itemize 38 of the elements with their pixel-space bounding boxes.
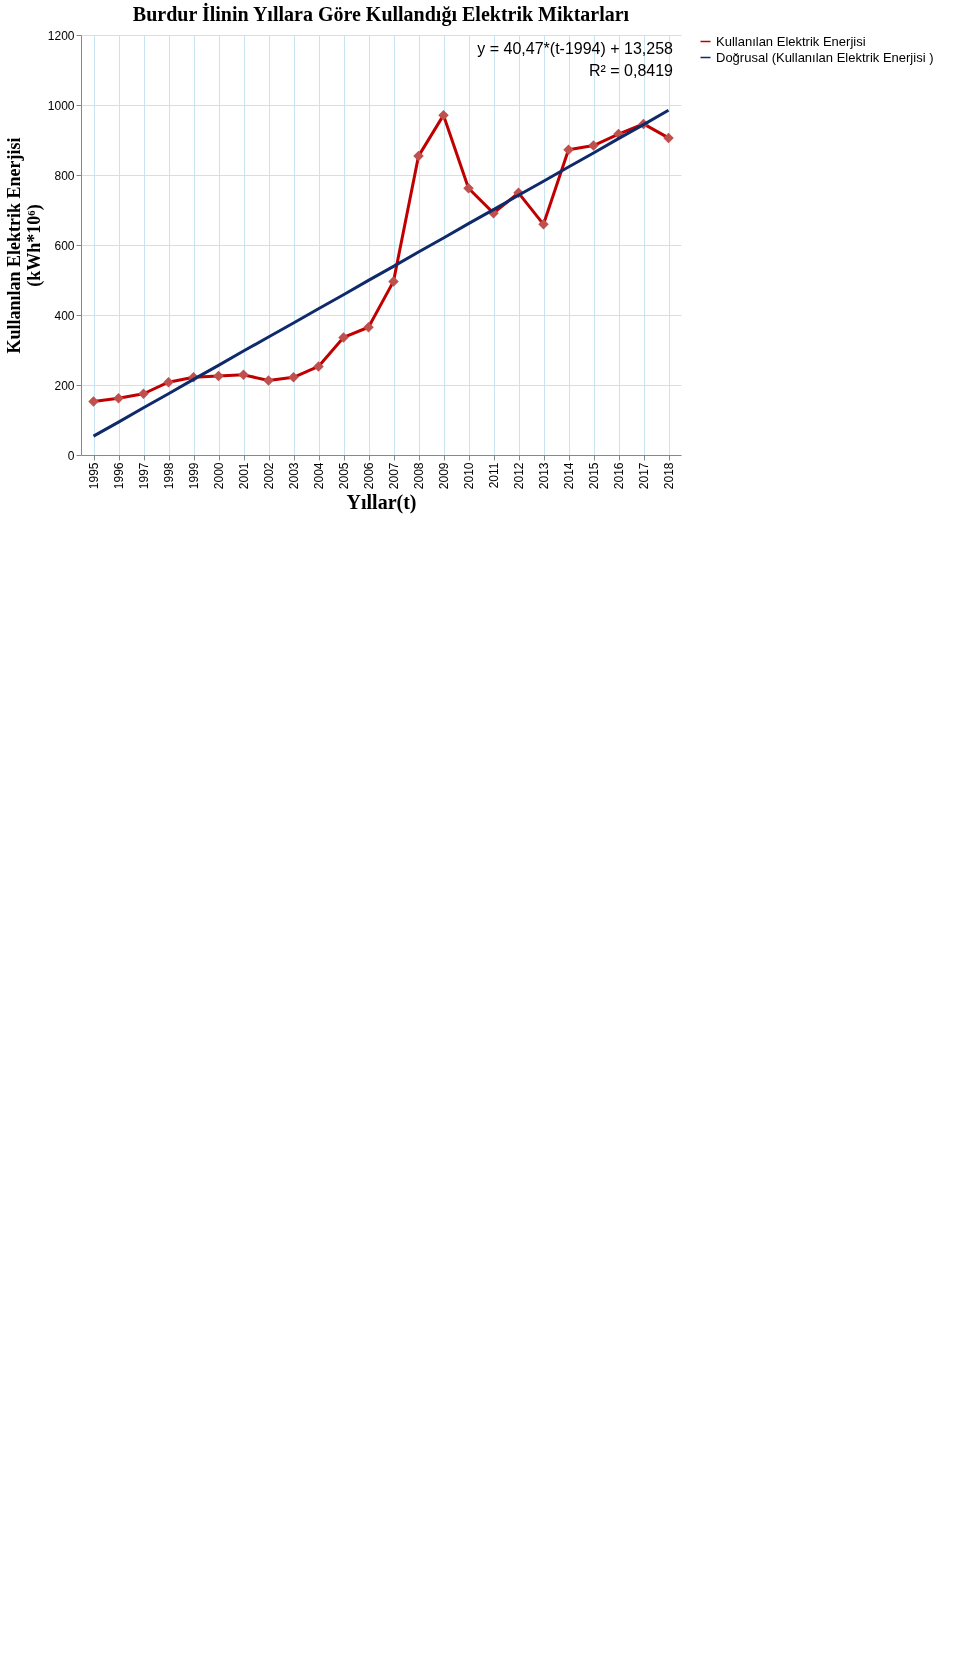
- y-axis-title: Kullanılan Elektrik Enerjisi (kWh*10⁶): [3, 137, 45, 354]
- legend-label: Kullanılan Elektrik Enerjisi: [716, 33, 866, 49]
- chart-title: Burdur İlinin Yıllara Göre Kullandığı Elektrik Miktarları: [132, 2, 630, 26]
- y-tick-label: 400: [54, 308, 75, 323]
- x-tick-label: 2002: [262, 462, 276, 490]
- annotation: y = 40,47*(t-1994) + 13,258: [477, 40, 674, 57]
- x-tick-label: 2008: [412, 462, 426, 490]
- x-tick-label: 2011: [487, 462, 501, 489]
- annotation: R² = 0,8419: [588, 62, 674, 79]
- x-tick-label: 2001: [237, 462, 251, 490]
- x-tick-label: 1996: [112, 462, 126, 490]
- y-tick-label: 1000: [47, 98, 75, 113]
- x-tick-label: 1995: [87, 462, 101, 490]
- legend-label: Doğrusal (Kullanılan Elektrik Enerjisi ): [716, 49, 934, 65]
- x-tick-label: 1997: [137, 462, 151, 490]
- x-tick-label: 2015: [587, 462, 601, 490]
- y-tick-label: 200: [54, 378, 75, 393]
- x-tick-label: 2016: [612, 462, 626, 490]
- x-tick-label: 2017: [637, 462, 651, 490]
- y-tick-label: 0: [67, 448, 75, 463]
- x-tick-label: 2007: [387, 462, 401, 490]
- y-tick-label: 600: [54, 238, 75, 253]
- x-tick-label: 2005: [337, 462, 351, 490]
- x-tick-label: 1999: [187, 462, 201, 490]
- y-tick-label: 800: [54, 168, 75, 183]
- x-tick-label: 2004: [312, 462, 326, 490]
- x-tick-label: 2018: [662, 462, 676, 490]
- x-tick-label: 1998: [162, 462, 176, 490]
- x-tick-label: 2012: [512, 462, 526, 490]
- x-tick-label: 2010: [462, 462, 476, 490]
- x-tick-label: 2009: [437, 462, 451, 490]
- x-tick-label: 2000: [212, 462, 226, 490]
- x-tick-label: 2013: [537, 462, 551, 490]
- x-tick-label: 2006: [362, 462, 376, 490]
- y-tick-label: 1200: [47, 28, 75, 43]
- x-tick-label: 2014: [562, 462, 576, 490]
- x-axis-title: Yıllar(t): [346, 491, 417, 515]
- x-tick-label: 2003: [287, 462, 301, 490]
